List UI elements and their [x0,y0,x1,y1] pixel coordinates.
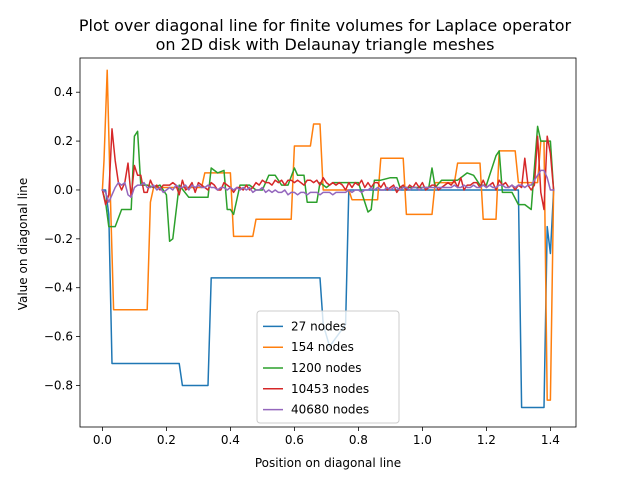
y-axis-label: Value on diagonal line [16,178,30,311]
legend-label-0: 27 nodes [291,319,346,333]
legend-label-2: 1200 nodes [291,361,362,375]
chart-title-line-1: Plot over diagonal line for finite volum… [79,16,572,35]
axis-ticks: 0.0 0.2 0.4 0.6 0.8 1.0 1.2 1.4 0.4 0.2 0.0 −0.2 −0.… [44,85,560,447]
legend-label-3: 10453 nodes [291,382,369,396]
y-tick-label: −0.2 [44,232,73,246]
y-tick-label: −0.4 [44,281,73,295]
chart-title-line-2: on 2D disk with Delaunay triangle meshes [156,35,495,54]
y-tick-label: 0.4 [54,85,73,99]
series-line-1 [101,69,555,401]
x-axis-label: Position on diagonal line [255,456,401,470]
y-tick-label: −0.6 [44,330,73,344]
plot-area [79,57,577,428]
legend: 27 nodes 154 nodes 1200 nodes 10453 nodes 40… [256,310,400,424]
y-tick-label: 0.2 [54,134,73,148]
series-line-4 [101,169,555,203]
x-tick-label: 0.4 [221,433,240,447]
legend-label-1: 154 nodes [291,340,354,354]
y-tick-label: 0.0 [54,183,73,197]
x-tick-label: 0.8 [349,433,368,447]
x-tick-label: 1.2 [477,433,496,447]
x-tick-label: 0.0 [93,433,112,447]
y-tick-label: −0.8 [44,378,73,392]
legend-box [256,310,400,424]
series-lines [101,69,555,409]
series-line-3 [101,128,555,211]
x-tick-label: 1.4 [541,433,560,447]
axes-frame [79,57,577,428]
x-tick-label: 0.2 [157,433,176,447]
x-tick-label: 0.6 [285,433,304,447]
x-tick-label: 1.0 [413,433,432,447]
legend-label-4: 40680 nodes [291,403,369,417]
